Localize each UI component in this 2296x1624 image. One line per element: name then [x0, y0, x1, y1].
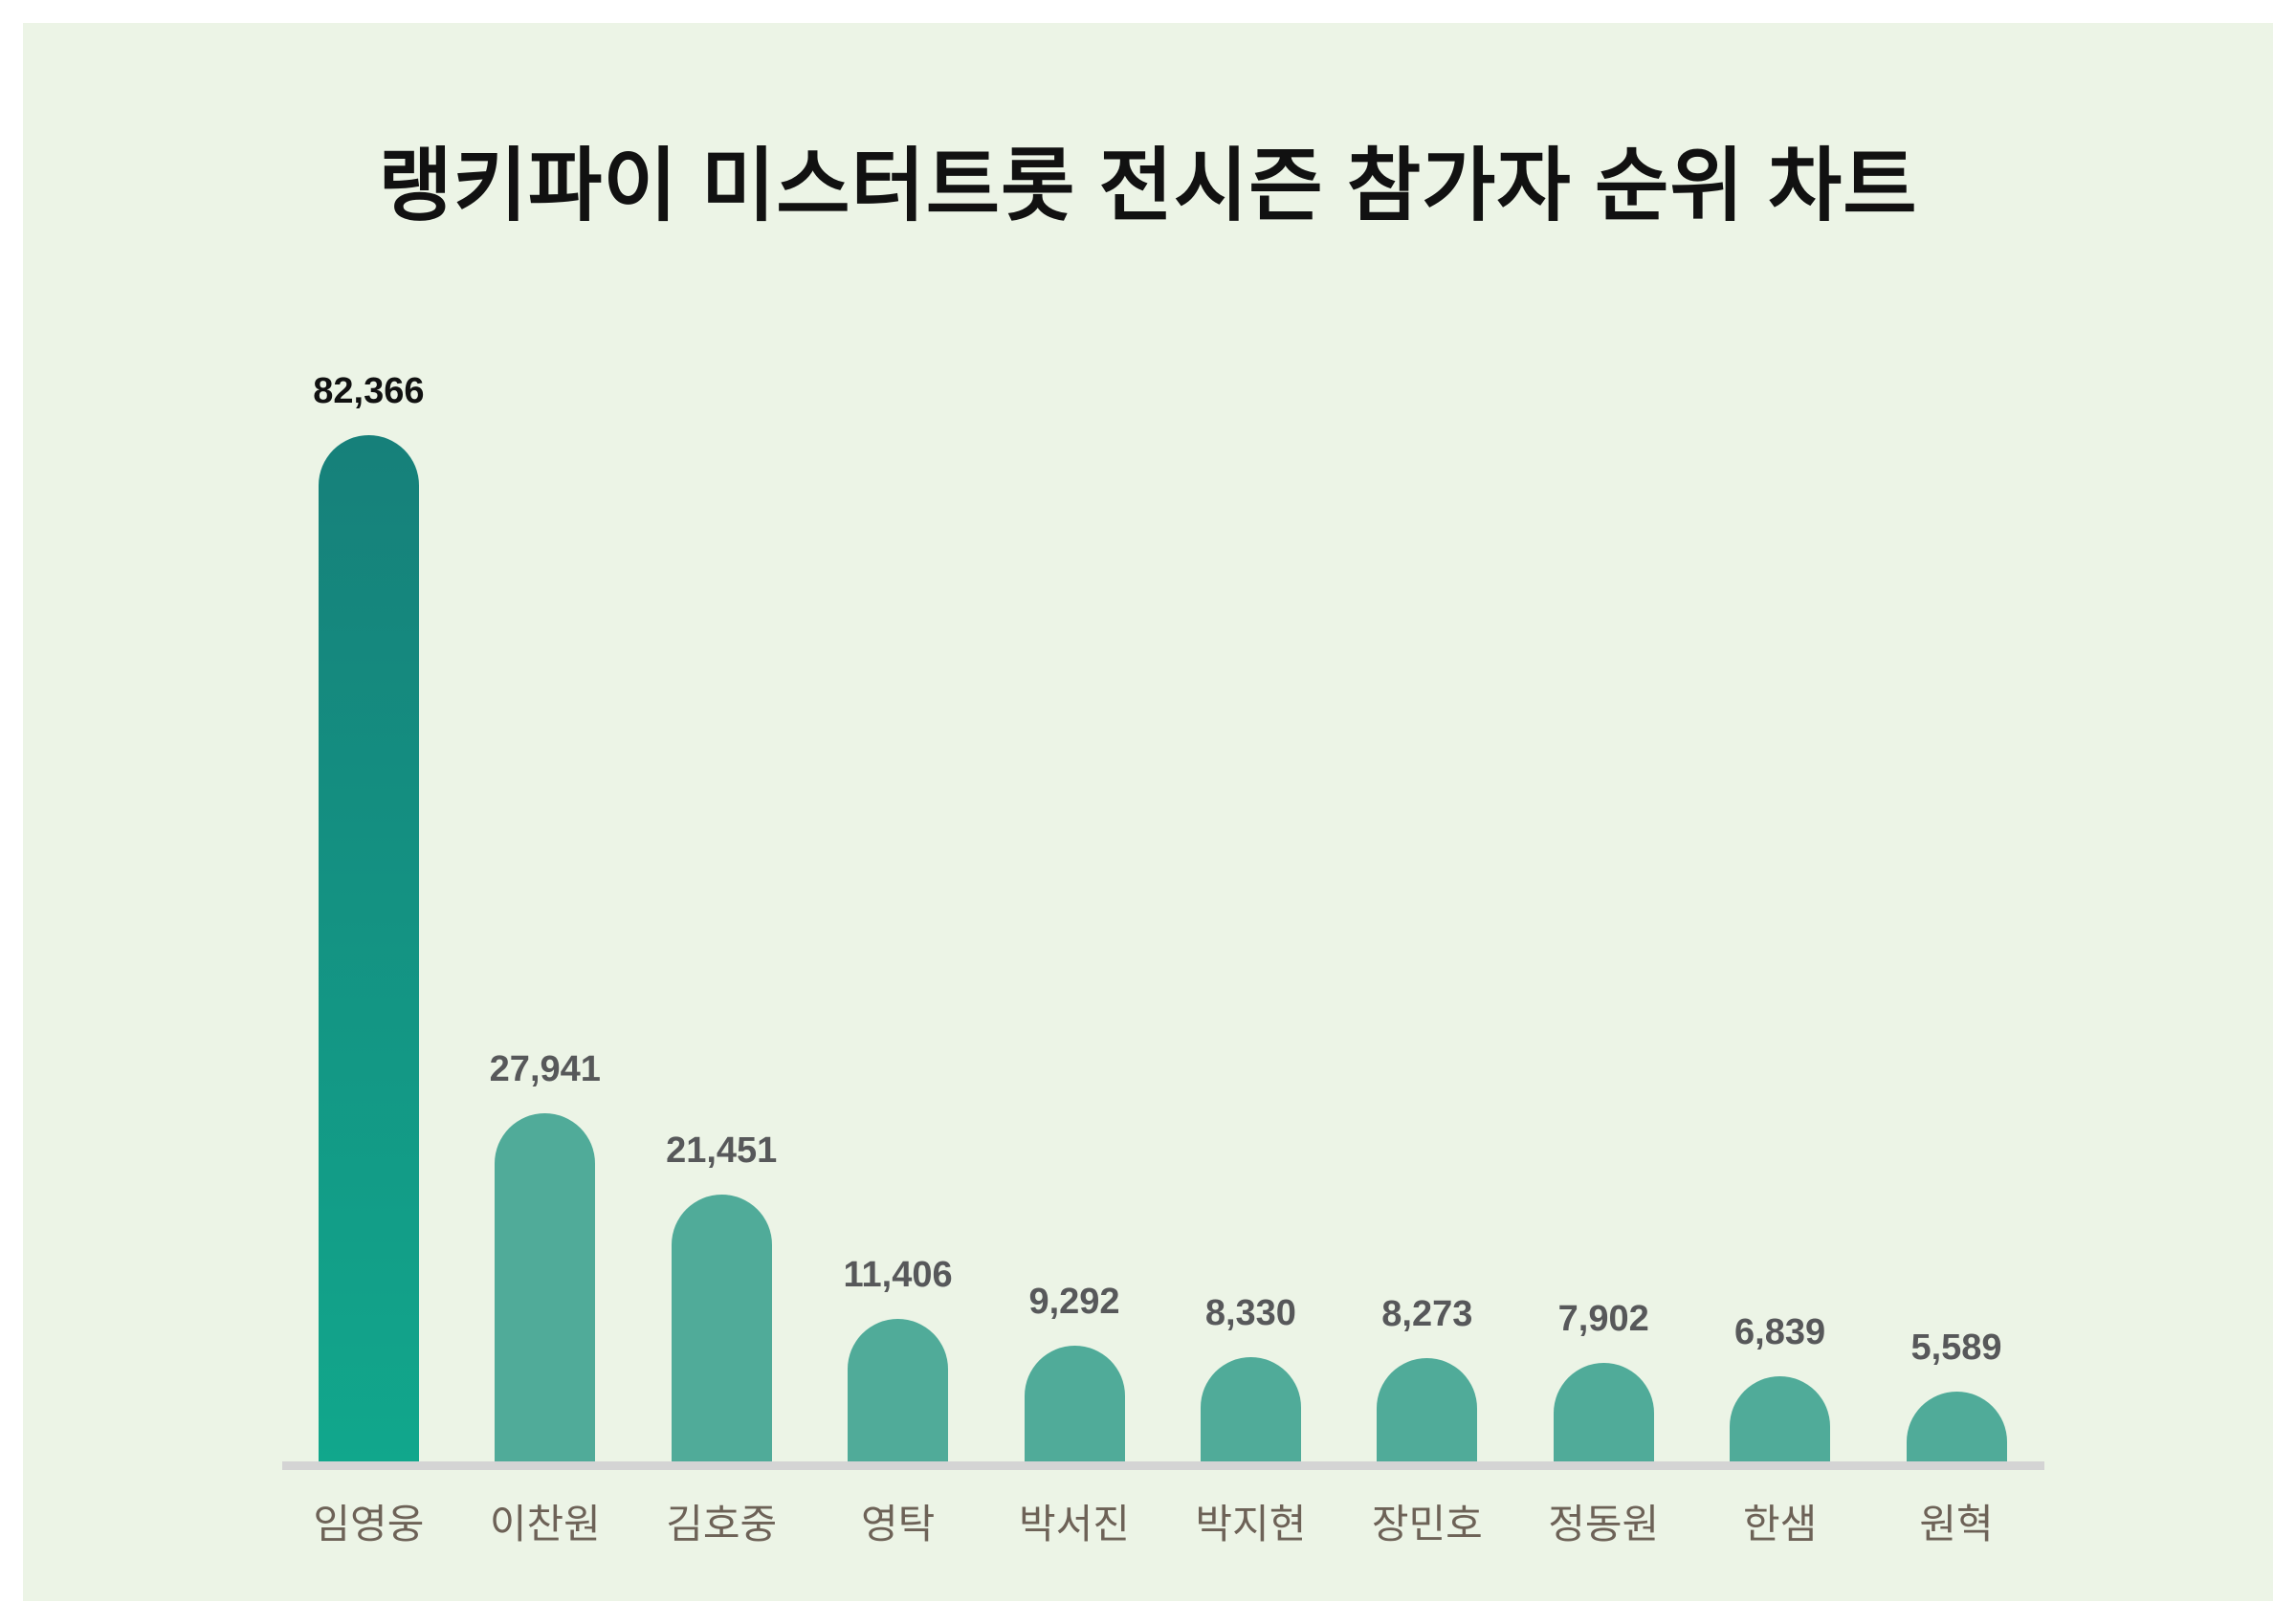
bar-value-label-1: 82,366	[313, 371, 425, 411]
bar-value-label-8: 7,902	[1557, 1299, 1649, 1339]
bar-2	[495, 1113, 596, 1461]
bar-category-label-1: 임영웅	[313, 1502, 425, 1547]
bar-value-label-10: 5,589	[1910, 1328, 2002, 1368]
bar-value-label-3: 21,451	[666, 1130, 778, 1171]
bar-value-label-2: 27,941	[489, 1049, 601, 1089]
bar-category-label-6: 박지현	[1195, 1502, 1307, 1547]
x-axis-line	[282, 1461, 2044, 1470]
bar-6	[1200, 1357, 1301, 1461]
bar-category-label-4: 영탁	[860, 1502, 936, 1547]
bar-5	[1024, 1346, 1125, 1461]
bar-category-label-10: 원혁	[1919, 1502, 1994, 1547]
chart-title: 랭키파이 미스터트롯 전시즌 참가자 순위 차트	[378, 141, 1918, 230]
bar-category-label-7: 장민호	[1371, 1502, 1483, 1547]
bar-category-label-2: 이찬원	[489, 1502, 601, 1547]
bar-category-label-9: 한샘	[1742, 1502, 1818, 1547]
bar-category-label-3: 김호중	[666, 1502, 778, 1547]
bar-category-label-5: 박서진	[1019, 1502, 1130, 1547]
bar-7	[1377, 1358, 1478, 1461]
bar-category-label-8: 정동원	[1548, 1502, 1660, 1547]
bar-value-label-5: 9,292	[1028, 1282, 1120, 1322]
bar-4	[848, 1319, 949, 1461]
bar-value-label-9: 6,839	[1734, 1312, 1826, 1352]
bar-10	[1906, 1392, 2007, 1461]
bar-3	[671, 1195, 772, 1461]
bar-1	[318, 435, 419, 1461]
bar-value-label-6: 8,330	[1204, 1293, 1296, 1333]
bar-value-label-4: 11,406	[843, 1255, 953, 1295]
bar-value-label-7: 8,273	[1381, 1294, 1473, 1334]
bar-9	[1730, 1376, 1831, 1461]
bar-8	[1553, 1363, 1654, 1461]
